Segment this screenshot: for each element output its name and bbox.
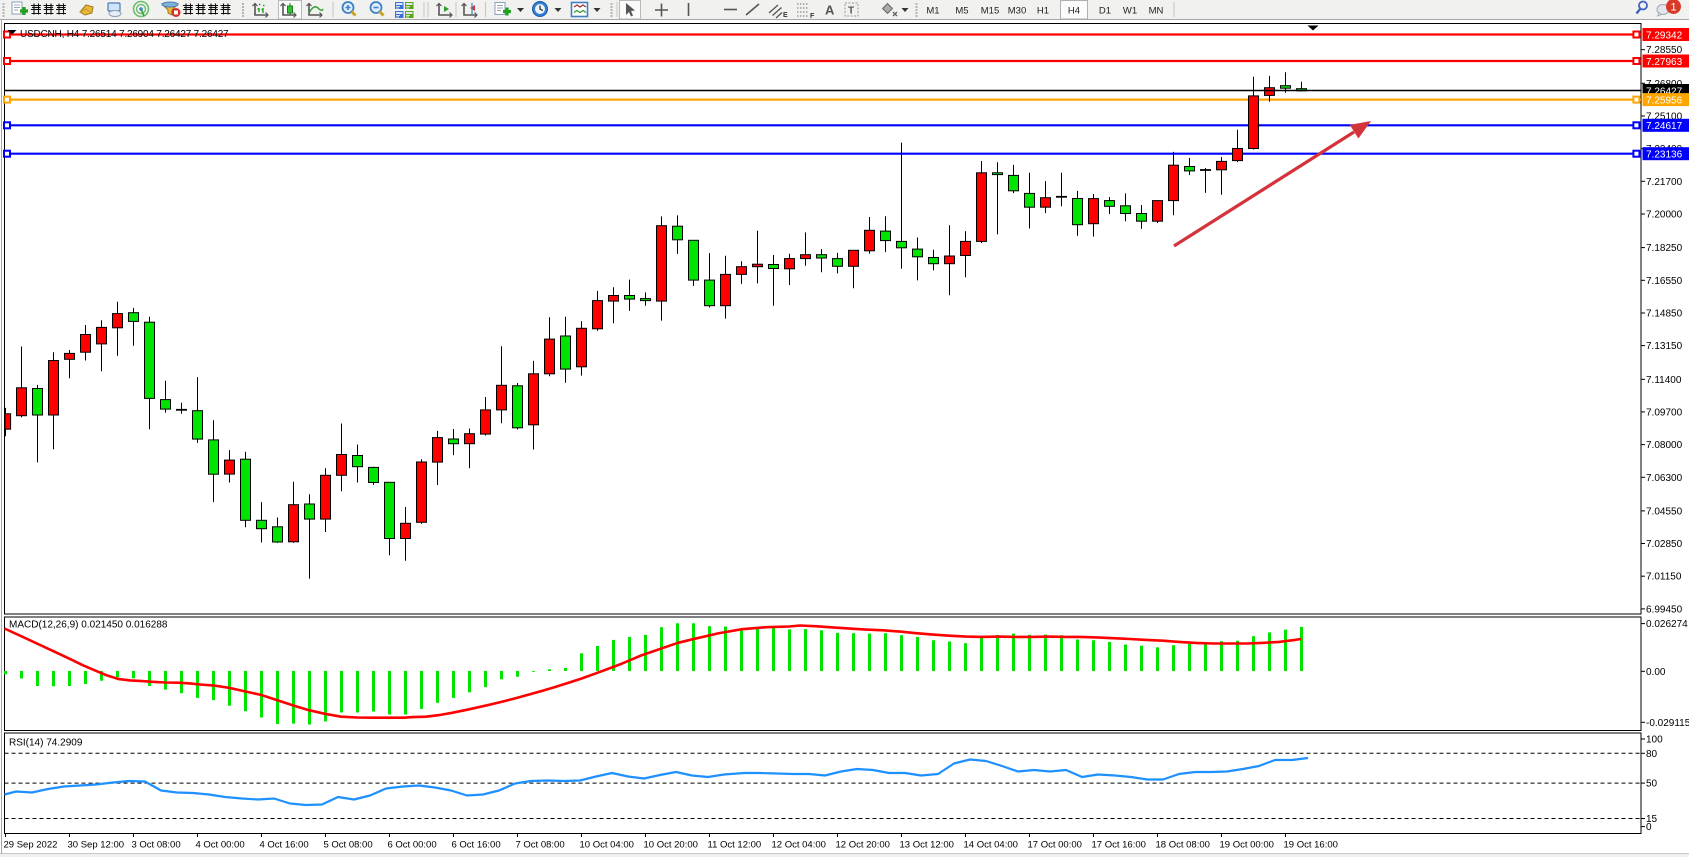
svg-text:M15: M15 — [981, 6, 999, 17]
svg-text:6 Oct 16:00: 6 Oct 16:00 — [452, 840, 501, 851]
svg-text:7.23136: 7.23136 — [1646, 150, 1683, 161]
svg-text:17 Oct 16:00: 17 Oct 16:00 — [1092, 840, 1146, 851]
svg-text:10 Oct 20:00: 10 Oct 20:00 — [644, 840, 698, 851]
svg-text:7.01150: 7.01150 — [1646, 572, 1682, 583]
svg-text:7.02850: 7.02850 — [1646, 539, 1683, 550]
svg-text:0.00: 0.00 — [1646, 667, 1666, 678]
svg-text:7.04550: 7.04550 — [1646, 506, 1683, 517]
svg-text:A: A — [825, 3, 835, 18]
svg-text:M30: M30 — [1008, 6, 1026, 17]
svg-text:6 Oct 00:00: 6 Oct 00:00 — [388, 840, 437, 851]
svg-text:7.29342: 7.29342 — [1646, 30, 1683, 41]
svg-text:14 Oct 04:00: 14 Oct 04:00 — [964, 840, 1018, 851]
svg-text:E: E — [783, 12, 788, 19]
svg-text:7.14850: 7.14850 — [1646, 309, 1683, 320]
svg-text:MN: MN — [1149, 6, 1164, 17]
svg-text:1: 1 — [1670, 2, 1676, 14]
svg-text:100: 100 — [1646, 735, 1663, 746]
svg-text:0: 0 — [1646, 822, 1652, 833]
svg-text:RSI(14) 74.2909: RSI(14) 74.2909 — [9, 738, 83, 749]
svg-text:7.27963: 7.27963 — [1646, 57, 1683, 68]
svg-text:4 Oct 16:00: 4 Oct 16:00 — [260, 840, 309, 851]
svg-text:50: 50 — [1646, 779, 1658, 790]
svg-text:80: 80 — [1646, 749, 1658, 760]
svg-text:29 Sep 2022: 29 Sep 2022 — [4, 840, 58, 851]
svg-text:7.13150: 7.13150 — [1646, 341, 1683, 352]
svg-text:18 Oct 08:00: 18 Oct 08:00 — [1156, 840, 1210, 851]
svg-text:7.11400: 7.11400 — [1646, 375, 1682, 386]
svg-text:USDCNH, H4 7.26514 7.26904 7.: USDCNH, H4 7.26514 7.26904 7.26427 7.264… — [20, 29, 229, 40]
svg-text:7.16550: 7.16550 — [1646, 276, 1683, 287]
svg-text:7.25956: 7.25956 — [1646, 95, 1683, 106]
svg-text:T: T — [848, 6, 854, 17]
svg-text:7.24617: 7.24617 — [1646, 121, 1683, 132]
svg-text:7.18250: 7.18250 — [1646, 243, 1683, 254]
svg-text:0.026274: 0.026274 — [1646, 619, 1688, 630]
svg-text:19 Oct 16:00: 19 Oct 16:00 — [1284, 840, 1338, 851]
svg-text:12 Oct 04:00: 12 Oct 04:00 — [772, 840, 826, 851]
svg-text:M1: M1 — [926, 6, 939, 17]
svg-text:D1: D1 — [1099, 6, 1111, 17]
svg-text:11 Oct 12:00: 11 Oct 12:00 — [708, 840, 762, 851]
svg-text:12 Oct 20:00: 12 Oct 20:00 — [836, 840, 890, 851]
svg-text:7.20000: 7.20000 — [1646, 210, 1683, 221]
svg-text:7.21700: 7.21700 — [1646, 177, 1683, 188]
svg-text:4 Oct 00:00: 4 Oct 00:00 — [196, 840, 245, 851]
svg-text:17 Oct 00:00: 17 Oct 00:00 — [1028, 840, 1082, 851]
svg-text:3 Oct 08:00: 3 Oct 08:00 — [132, 840, 181, 851]
svg-text:W1: W1 — [1123, 6, 1137, 17]
svg-text:H1: H1 — [1037, 6, 1049, 17]
svg-text:30 Sep 12:00: 30 Sep 12:00 — [68, 840, 125, 851]
svg-text:6.99450: 6.99450 — [1646, 604, 1683, 615]
svg-text:5 Oct 08:00: 5 Oct 08:00 — [324, 840, 373, 851]
svg-text:19 Oct 00:00: 19 Oct 00:00 — [1220, 840, 1274, 851]
svg-text:7.06300: 7.06300 — [1646, 473, 1683, 484]
svg-text:-0.029115: -0.029115 — [1646, 718, 1689, 729]
svg-text:7 Oct 08:00: 7 Oct 08:00 — [516, 840, 565, 851]
svg-text:10 Oct 04:00: 10 Oct 04:00 — [580, 840, 634, 851]
svg-text:M5: M5 — [955, 6, 968, 17]
svg-text:H4: H4 — [1068, 6, 1080, 17]
svg-text:13 Oct 12:00: 13 Oct 12:00 — [900, 840, 954, 851]
svg-text:7.09700: 7.09700 — [1646, 407, 1683, 418]
svg-text:7.08000: 7.08000 — [1646, 440, 1683, 451]
svg-text:MACD(12,26,9) 0.021450 0.01628: MACD(12,26,9) 0.021450 0.016288 — [9, 620, 168, 631]
